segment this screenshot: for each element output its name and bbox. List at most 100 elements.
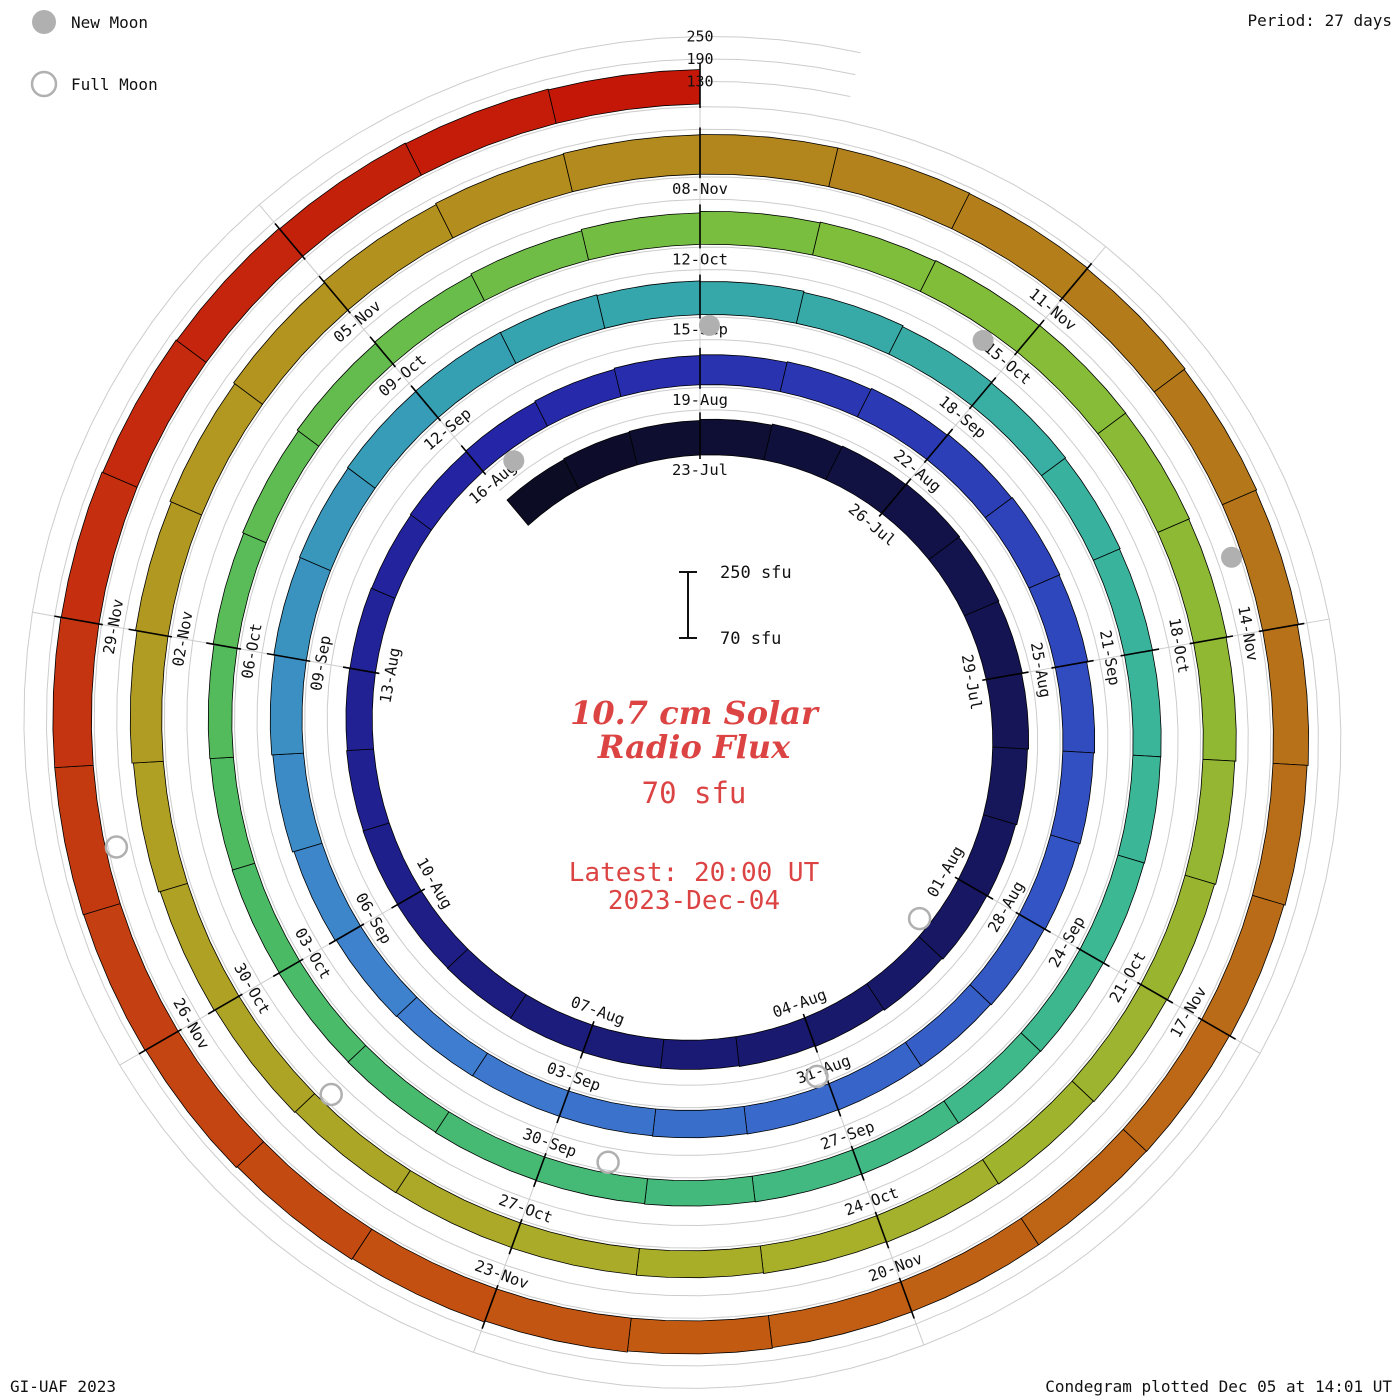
flux-segment	[582, 1024, 665, 1069]
flux-segment	[828, 147, 971, 230]
flux-segment	[132, 760, 188, 893]
flux-segment	[652, 1105, 748, 1139]
day-tick	[508, 1218, 523, 1255]
flux-segment	[1140, 874, 1216, 1001]
day-tick	[1258, 622, 1305, 633]
credit-label: GI-UAF 2023	[10, 1377, 116, 1396]
flux-segment	[278, 142, 422, 257]
flux-segment	[943, 1032, 1041, 1124]
flux-segment	[1050, 750, 1094, 845]
flux-segment	[209, 756, 256, 871]
flux-segment	[129, 630, 169, 764]
day-tick	[274, 222, 306, 261]
date-label: 29-Nov	[100, 597, 127, 655]
day-tick	[1013, 319, 1045, 356]
flux-segment	[269, 654, 307, 756]
flux-segment	[1040, 457, 1121, 561]
day-tick	[850, 1145, 865, 1181]
day-tick	[328, 923, 365, 945]
flux-segment	[779, 361, 872, 418]
flux-segment	[644, 1175, 756, 1207]
flux-segment	[918, 878, 988, 960]
date-label: 19-Aug	[672, 391, 728, 409]
flux-segment	[971, 382, 1067, 477]
day-tick	[266, 652, 311, 663]
flux-segment	[470, 230, 590, 302]
full-moon-icon	[30, 70, 58, 98]
flux-segment	[1079, 854, 1145, 964]
flux-segment	[1193, 636, 1237, 762]
new-moon-marker	[698, 314, 720, 336]
flux-scale-bar	[679, 571, 697, 639]
day-tick	[923, 428, 954, 464]
plotted-label: Condegram plotted Dec 05 at 14:01 UT	[1045, 1377, 1392, 1396]
day-tick	[1197, 1016, 1236, 1040]
day-tick	[391, 888, 426, 909]
full-moon-marker	[319, 1082, 343, 1107]
flux-segment	[346, 748, 390, 832]
day-tick	[579, 1021, 595, 1059]
flux-segment	[294, 1093, 411, 1194]
flux-segment	[1061, 268, 1186, 393]
day-tick	[532, 1152, 547, 1188]
date-label: 23-Jul	[672, 461, 728, 479]
date-label: 21-Sep	[1096, 629, 1123, 687]
flux-segment	[982, 746, 1028, 826]
flux-segment	[743, 1083, 839, 1135]
flux-segment	[984, 496, 1061, 589]
flux-segment	[169, 383, 264, 516]
day-tick	[481, 1284, 499, 1329]
day-tick	[1051, 659, 1094, 669]
scale-top-label: 250 sfu	[720, 563, 792, 583]
flux-segment	[969, 913, 1046, 1006]
new-moon-label: New Moon	[71, 13, 148, 32]
flux-segment	[1018, 834, 1080, 930]
day-tick	[369, 336, 397, 368]
flux-segment	[52, 616, 100, 769]
chart-title-line1: 10.7 cm Solar	[570, 694, 820, 732]
day-tick	[878, 478, 912, 517]
flux-segment	[510, 1222, 640, 1276]
flux-segment	[881, 483, 961, 561]
day-tick	[460, 444, 487, 476]
flux-segment	[699, 354, 788, 393]
flux-segment	[767, 1281, 913, 1349]
day-tick	[206, 642, 242, 650]
day-tick	[1189, 635, 1234, 645]
date-label: 29-Jul	[958, 653, 985, 711]
flux-segment	[751, 1149, 863, 1203]
flux-segment	[1071, 983, 1168, 1103]
flux-segment	[699, 210, 821, 256]
day-tick	[138, 1028, 182, 1055]
day-tick	[874, 1211, 890, 1249]
day-tick	[318, 275, 351, 314]
flux-segment	[982, 1080, 1094, 1185]
new-moon-icon	[32, 10, 56, 34]
day-tick	[342, 666, 380, 675]
full-moon-marker	[104, 835, 129, 859]
flux-segment	[534, 368, 622, 427]
flux-segment	[159, 882, 240, 1012]
day-tick	[1059, 262, 1093, 302]
day-tick	[54, 615, 103, 626]
day-tick	[556, 1086, 571, 1124]
flux-segment	[759, 1215, 887, 1274]
day-tick	[1120, 648, 1160, 657]
flux-segment	[207, 643, 238, 760]
flux-segment	[699, 134, 839, 188]
flux-segment	[347, 1044, 450, 1133]
flux-segment	[242, 430, 320, 544]
date-label: 02-Nov	[169, 610, 196, 668]
day-tick	[982, 671, 1029, 682]
day-tick	[272, 958, 304, 978]
flux-segment	[628, 420, 701, 466]
day-tick	[410, 385, 442, 422]
flux-segment	[547, 69, 701, 124]
flux-segment	[535, 1156, 648, 1205]
flux-segment	[626, 1315, 773, 1355]
day-tick	[954, 876, 994, 900]
date-label: 18-Oct	[1165, 616, 1192, 674]
center-title-block: 10.7 cm Solar Radio Flux 70 sfu Latest: …	[569, 694, 820, 916]
flux-segment	[866, 936, 943, 1011]
